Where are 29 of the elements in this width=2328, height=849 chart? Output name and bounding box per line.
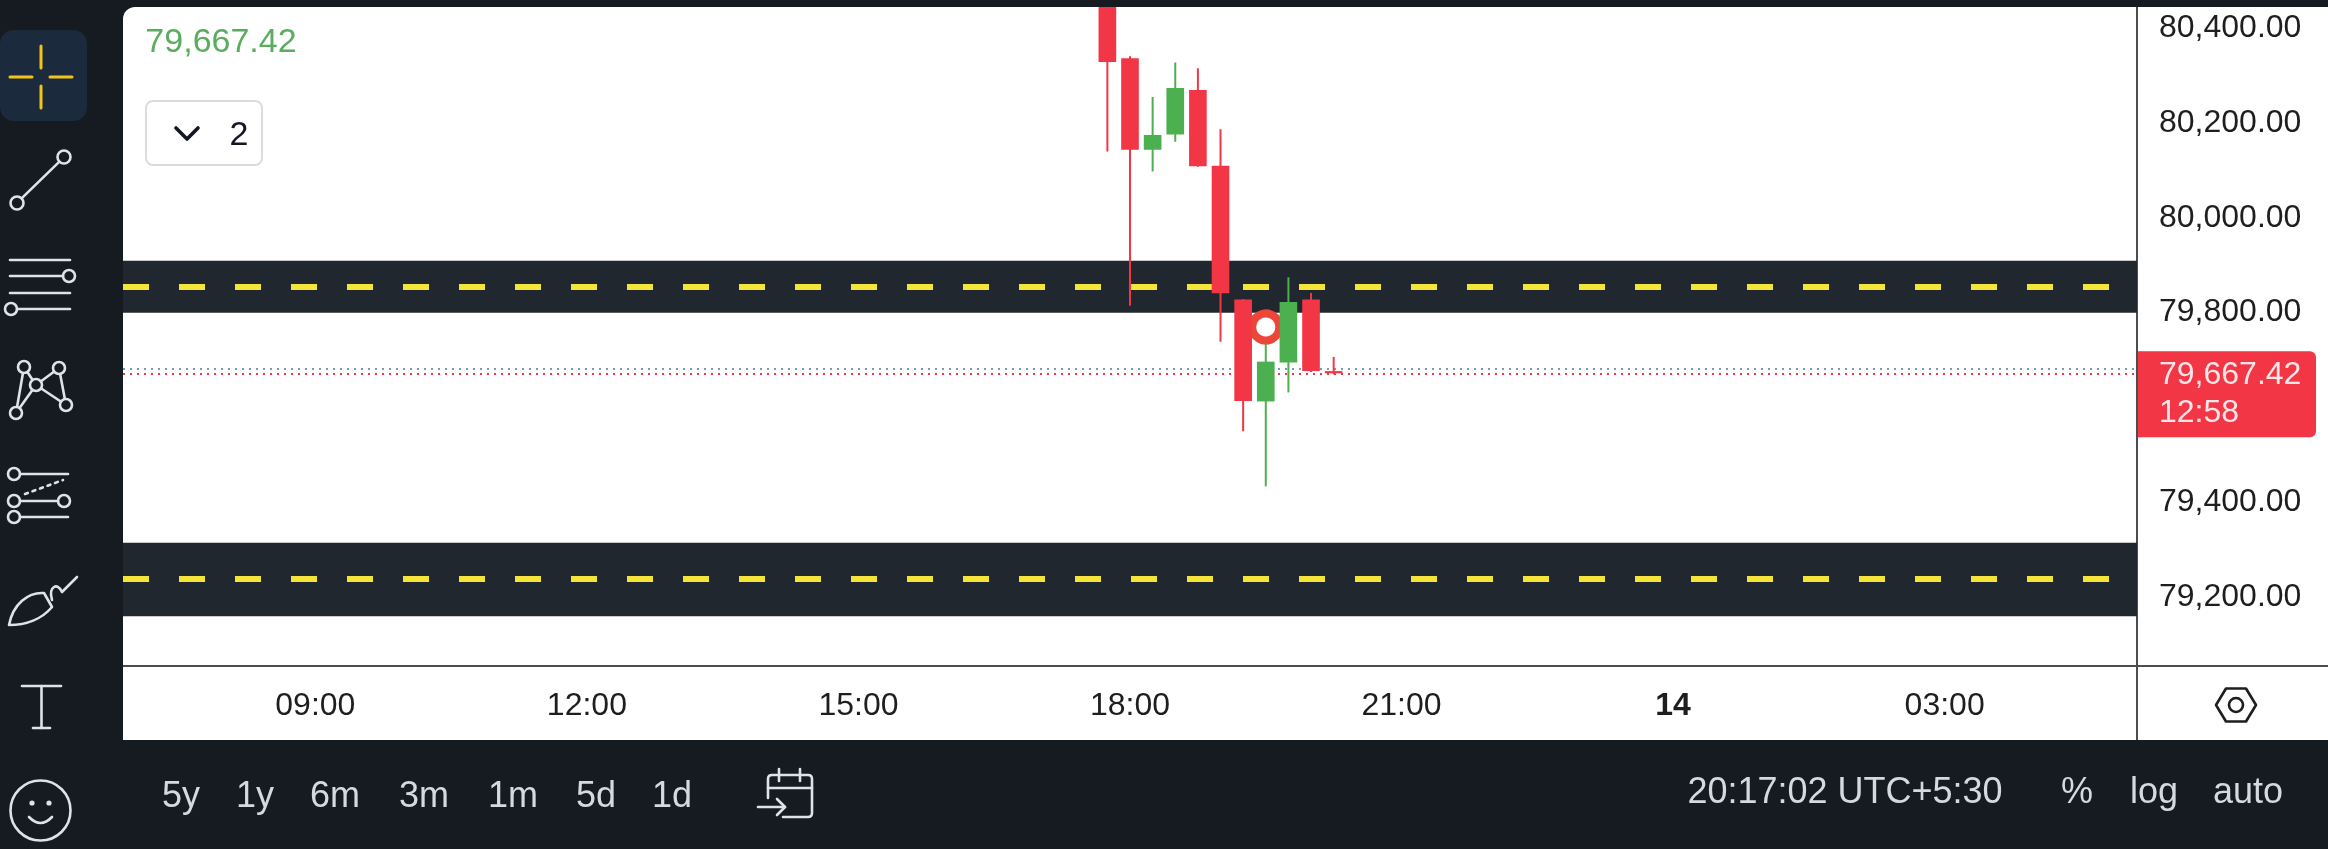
x-tick-label: 18:00 [1089,686,1171,722]
x-tick-label: 14 [1655,686,1692,722]
text: 1m [487,774,539,815]
y-tick-label: 80,200.00 [2159,102,2302,139]
text: 12:58 [2159,393,2240,430]
text: % [2060,770,2094,811]
x-tick-label: 09:00 [275,686,356,722]
y-tick-label: 80,000.00 [2159,197,2302,234]
y-tick-label: 80,400.00 [2159,7,2302,44]
text: 6m [309,774,361,815]
annotation: 79,667.42 [145,21,297,59]
text: 5y [161,774,201,815]
candlestick [1143,96,1162,173]
text: log [2129,770,2179,811]
annotation: 2 [229,114,249,152]
text: 1d [651,774,693,815]
text: 5d [575,774,617,815]
ref-line-label: 79,667.42 [2159,355,2302,392]
x-tick-label: 21:00 [1361,686,1442,722]
y-tick-label: 79,200.00 [2159,576,2302,613]
x-tick-label: 15:00 [818,686,899,722]
text: 20:17:02 UTC+5:30 [1687,770,2003,811]
x-tick-label: 12:00 [546,686,627,722]
y-tick-label: 79,800.00 [2159,292,2302,329]
text: 1y [235,774,275,815]
text: 3m [398,774,450,815]
y-tick-label: 79,400.00 [2159,482,2302,519]
text: auto [2212,770,2284,811]
x-tick-label: 03:00 [1904,686,1985,722]
